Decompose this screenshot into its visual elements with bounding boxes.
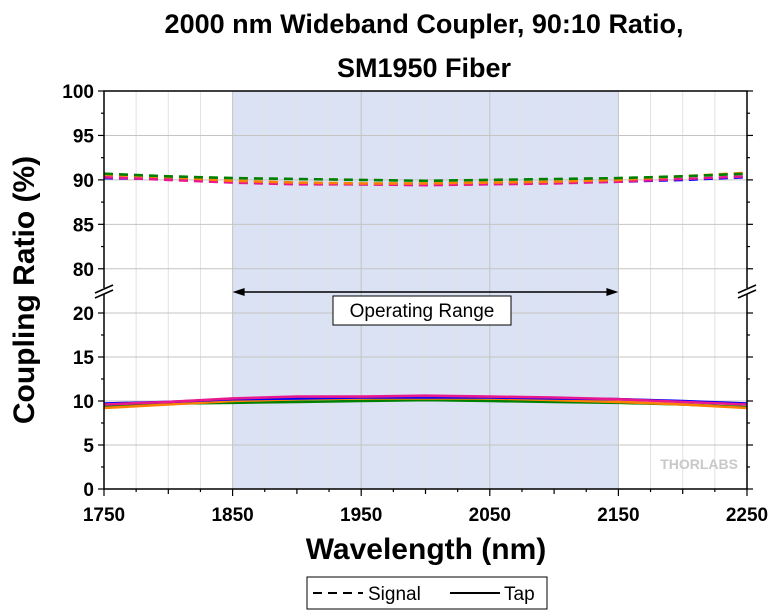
operating-range-label-box	[332, 295, 512, 326]
x-axis-label: Wavelength (nm)	[306, 533, 547, 566]
chart-title-line-1: 2000 nm Wideband Coupler, 90:10 Ratio,	[165, 9, 684, 39]
thorlabs-watermark: THORLABS	[660, 456, 738, 472]
axis-break-mark	[737, 284, 757, 294]
x-tick-label: 1950	[340, 505, 382, 526]
tap-series-line-7	[103, 394, 748, 406]
signal-series-line-1	[103, 175, 748, 187]
legend-signal-label: Signal	[368, 584, 421, 605]
x-tick-label: 2050	[469, 505, 511, 526]
chart-title-line-2: SM1950 Fiber	[337, 53, 512, 83]
x-tick-label: 1750	[83, 505, 125, 526]
y-tick-label: 90	[73, 171, 94, 192]
y-tick-label: 20	[73, 304, 94, 325]
y-axis-label: Coupling Ratio (%)	[8, 156, 41, 424]
axis-break-gap	[738, 288, 756, 294]
x-tick-label: 2150	[597, 505, 639, 526]
y-tick-label: 80	[73, 260, 94, 281]
y-tick-label: 95	[73, 126, 95, 147]
operating-range-arrowhead-right	[606, 288, 619, 296]
y-tick-label: 100	[62, 82, 94, 103]
y-tick-label: 85	[73, 215, 95, 236]
axis-break-mark	[94, 284, 114, 294]
y-tick-label: 0	[83, 480, 94, 501]
x-tick-label: 2250	[726, 505, 768, 526]
axis-break-mark	[737, 289, 757, 299]
operating-range-arrowhead-left	[232, 288, 245, 296]
x-tick-label: 1850	[211, 505, 253, 526]
y-tick-label: 15	[73, 348, 95, 369]
operating-range-label: Operating Range	[350, 301, 495, 322]
legend-tap-label: Tap	[504, 584, 535, 605]
signal-series-line-2	[103, 171, 748, 185]
y-tick-label: 5	[83, 436, 94, 457]
axis-break-mark	[94, 289, 114, 299]
signal-series-line-3	[103, 172, 748, 183]
axis-break-gap	[95, 288, 113, 294]
y-tick-label: 10	[73, 392, 94, 413]
